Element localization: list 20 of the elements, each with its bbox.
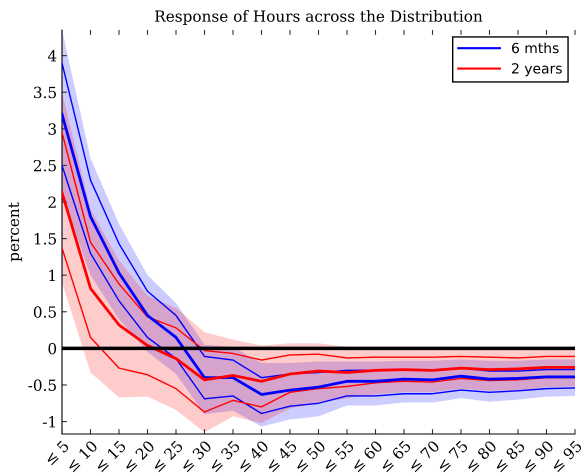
line-series bbox=[62, 191, 575, 383]
line-series bbox=[62, 112, 575, 396]
y-tick-label: 2 bbox=[48, 196, 56, 208]
line-series bbox=[62, 164, 575, 414]
y-tick-label: 0 bbox=[48, 342, 56, 354]
y-tick-label: 3 bbox=[48, 123, 56, 135]
x-tick-label: ≤ 5 bbox=[44, 440, 70, 466]
legend-label: 2 years bbox=[512, 63, 562, 76]
chart-title: Response of Hours across the Distribution bbox=[155, 10, 482, 25]
y-tick-label: 4 bbox=[48, 50, 56, 62]
y-tick-label: -1 bbox=[42, 416, 55, 428]
line-series bbox=[62, 132, 575, 361]
y-tick-label: 1 bbox=[49, 270, 55, 281]
legend-label: 6 mths bbox=[512, 42, 559, 54]
y-axis-title: percent bbox=[8, 202, 22, 262]
y-tick-label: 3.5 bbox=[34, 86, 56, 98]
y-tick-label: 1.5 bbox=[34, 233, 56, 245]
y-tick-label: 0.5 bbox=[34, 306, 56, 318]
y-tick-label: 2.5 bbox=[34, 160, 56, 172]
y-tick-label: -0.5 bbox=[28, 379, 56, 391]
